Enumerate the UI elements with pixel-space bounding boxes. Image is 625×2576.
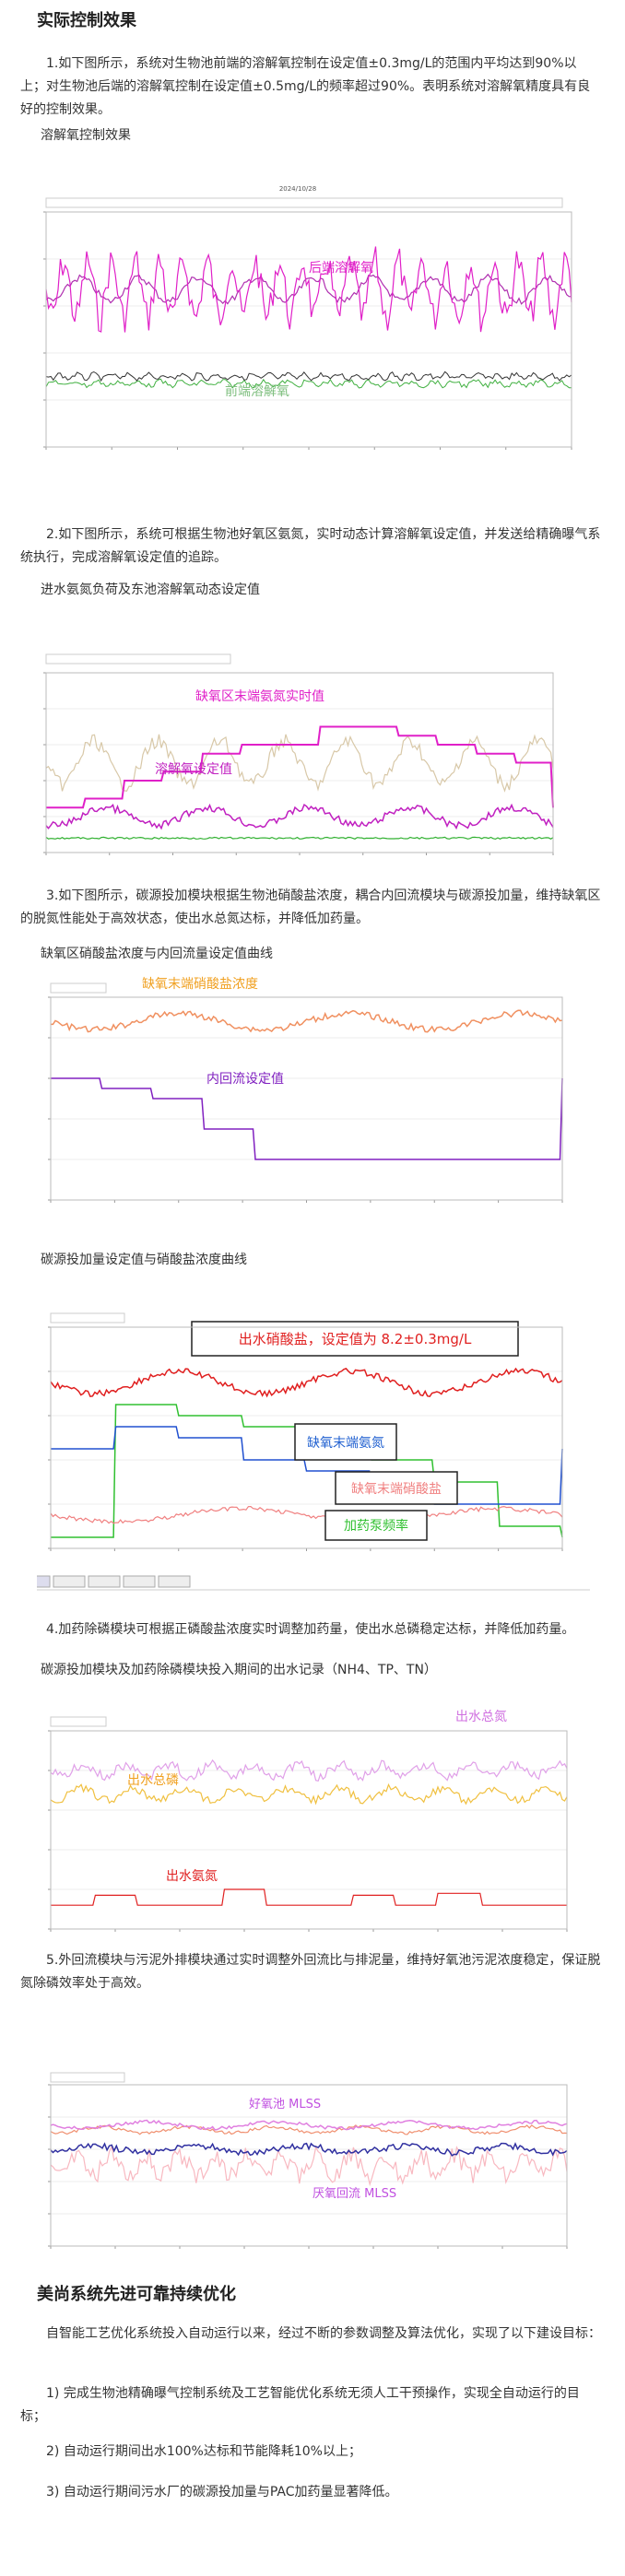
heading: 实际控制效果 bbox=[37, 11, 136, 30]
caption: 进水氨氮负荷及东池溶解氧动态设定值 bbox=[41, 582, 260, 597]
legend-box bbox=[50, 1716, 107, 1727]
tab-button bbox=[53, 1575, 86, 1588]
figure-title: 2024/10/28 bbox=[279, 185, 316, 193]
caption: 碳源投加模块及加药除磷模块投入期间的出水记录（NH4、TP、TN） bbox=[41, 1663, 437, 1677]
curve bbox=[45, 836, 554, 841]
curve bbox=[45, 273, 572, 305]
annotation: 前端溶解氧 bbox=[225, 383, 289, 399]
figure: 缺氧区末端氨氮实时值 溶解氧设定值 bbox=[43, 653, 554, 855]
plot-frame bbox=[50, 1730, 568, 1930]
figure: 2024/10/28 后端溶解氧 前端溶解氧 bbox=[43, 185, 572, 450]
curve bbox=[51, 1426, 563, 1505]
annotation: 缺氧末端硝酸盐 bbox=[351, 1482, 442, 1497]
curve bbox=[46, 725, 554, 809]
legend-box bbox=[50, 1312, 125, 1323]
curve bbox=[50, 1505, 563, 1525]
paragraph: 3.如下图所示，碳源投加模块根据生物池硝酸盐浓度，耦合内回流模块与碳源投加量，维… bbox=[20, 888, 601, 926]
curve bbox=[45, 803, 554, 830]
curve bbox=[50, 2142, 568, 2157]
annotation: 出水硝酸盐，设定值为 8.2±0.3mg/L bbox=[239, 1331, 472, 1347]
annotation: 好氧池 MLSS bbox=[249, 2098, 321, 2111]
paragraph: 5.外回流模块与污泥外排模块通过实时调整外回流比与排泥量，维持好氧池污泥浓度稳定… bbox=[20, 1953, 601, 1991]
annotation: 出水总氮 bbox=[455, 1710, 507, 1724]
curve bbox=[45, 378, 572, 389]
paragraph: 4.加药除磷模块可根据正磷酸盐浓度实时调整加药量，使出水总磷稳定达标，并降低加药… bbox=[46, 1622, 575, 1637]
label-box bbox=[324, 1510, 428, 1541]
annotation: 加药泵频率 bbox=[344, 1518, 408, 1534]
label-box bbox=[294, 1423, 397, 1461]
curve bbox=[50, 2119, 568, 2131]
annotation: 缺氧末端氨氮 bbox=[307, 1436, 384, 1451]
plot-frame bbox=[45, 211, 572, 448]
figure: 出水总氮 出水总磷 出水氨氮 bbox=[48, 1710, 568, 1932]
caption: 缺氧区硝酸盐浓度与内回流量设定值曲线 bbox=[41, 947, 273, 961]
curve bbox=[50, 1759, 568, 1782]
curve bbox=[45, 371, 572, 382]
paragraph: 自智能工艺优化系统投入自动运行以来，经过不断的参数调整及算法优化，实现了以下建设… bbox=[46, 2326, 601, 2341]
annotation: 厌氧回流 MLSS bbox=[312, 2187, 396, 2201]
figure: 缺氧末端硝酸盐浓度 内回流设定值 bbox=[48, 977, 563, 1203]
curve bbox=[51, 1077, 563, 1160]
legend-box bbox=[45, 653, 231, 665]
legend-box bbox=[50, 2072, 125, 2083]
annotation: 缺氧末端硝酸盐浓度 bbox=[142, 977, 258, 992]
curve bbox=[45, 734, 554, 793]
curve bbox=[51, 1009, 563, 1033]
tab-button bbox=[158, 1575, 191, 1588]
plot-frame bbox=[45, 672, 554, 853]
caption: 碳源投加量设定值与硝酸盐浓度曲线 bbox=[41, 1253, 247, 1267]
curve bbox=[50, 1782, 568, 1806]
curve bbox=[50, 2124, 568, 2135]
list-item: 3) 自动运行期间污水厂的碳源投加量与PAC加药量显著降低。 bbox=[46, 2485, 398, 2500]
list-item: 1) 完成生物池精确曝气控制系统及工艺智能优化系统无须人工干预操作，实现全自动运… bbox=[20, 2386, 580, 2424]
legend-box bbox=[50, 982, 107, 994]
list-item: 2) 自动运行期间出水100%达标和节能降耗10%以上； bbox=[46, 2444, 361, 2459]
paragraph: 1.如下图所示，系统对生物池前端的溶解氧控制在设定值±0.3mg/L的范围内平均… bbox=[20, 56, 591, 117]
annotation: 内回流设定值 bbox=[206, 1072, 284, 1087]
annotation: 缺氧区末端氨氮实时值 bbox=[195, 689, 324, 704]
plot-frame bbox=[50, 996, 563, 1201]
curve bbox=[50, 2145, 568, 2187]
annotation: 出水总磷 bbox=[127, 1773, 179, 1788]
paragraph: 2.如下图所示，系统可根据生物池好氧区氨氮，实时动态计算溶解氧设定值，并发送给精… bbox=[20, 527, 601, 565]
plot-frame bbox=[50, 2084, 568, 2247]
heading: 美尚系统先进可靠持续优化 bbox=[37, 2285, 236, 2304]
legend-box bbox=[45, 197, 563, 208]
tab-button bbox=[88, 1575, 121, 1588]
plot-frame bbox=[50, 1326, 563, 1549]
label-box bbox=[335, 1471, 458, 1505]
annotation: 后端溶解氧 bbox=[309, 261, 373, 276]
curve bbox=[45, 246, 572, 333]
curve bbox=[51, 1888, 567, 1906]
figure: 出水硝酸盐，设定值为 8.2±0.3mg/L 缺氧末端氨氮 缺氧末端硝酸盐 加药… bbox=[37, 1312, 590, 1591]
curve bbox=[50, 1367, 563, 1398]
figure: 好氧池 MLSS 厌氧回流 MLSS bbox=[48, 2072, 568, 2249]
tab-button bbox=[123, 1575, 156, 1588]
annotation: 出水氨氮 bbox=[166, 1869, 218, 1884]
caption: 溶解氧控制效果 bbox=[41, 128, 131, 143]
annotation: 溶解氧设定值 bbox=[155, 762, 232, 777]
tab-button bbox=[37, 1575, 51, 1588]
